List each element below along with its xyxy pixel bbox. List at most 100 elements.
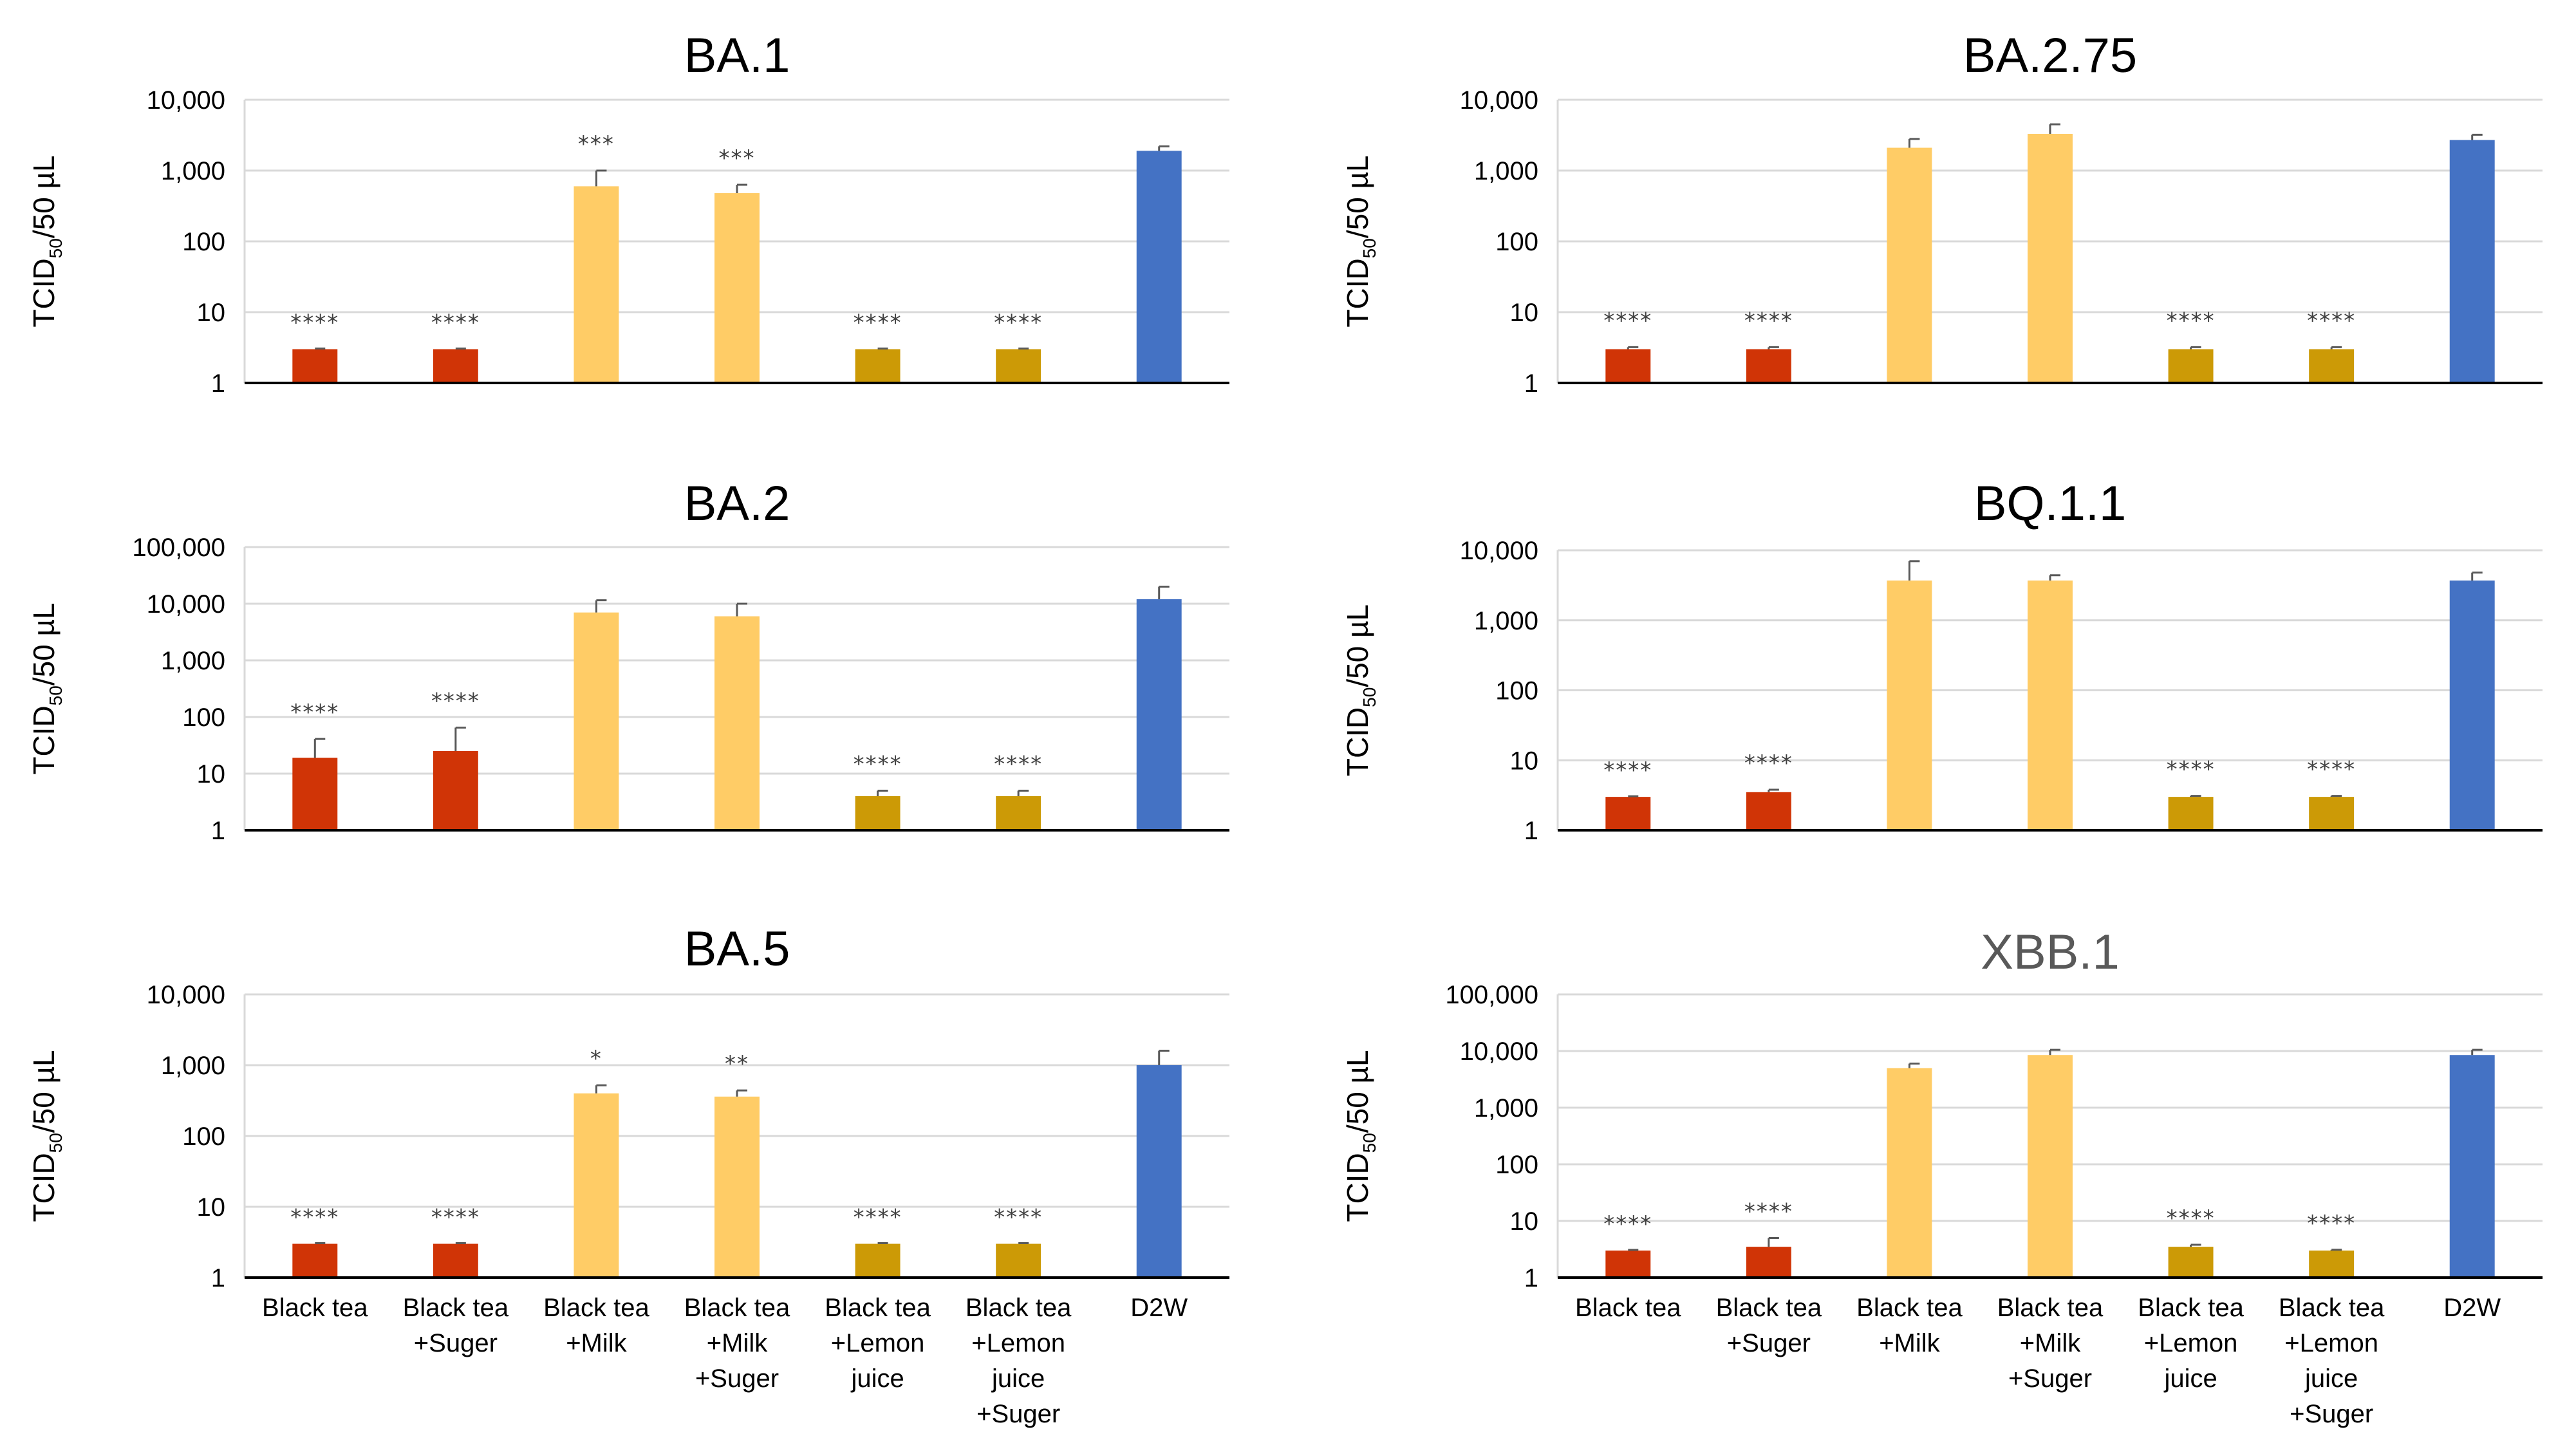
bar-6 xyxy=(996,1243,1041,1278)
significance-label: **** xyxy=(1744,750,1793,776)
x-tick-label: Black tea xyxy=(1997,1294,2104,1322)
y-tick-label: 1 xyxy=(211,1264,225,1292)
significance-label: *** xyxy=(719,145,756,171)
x-tick-label: juice xyxy=(850,1364,904,1393)
y-tick-label: 10,000 xyxy=(1460,86,1538,115)
bar-7 xyxy=(2449,580,2495,830)
bar-1 xyxy=(1605,797,1651,830)
x-tick-label: Black tea xyxy=(966,1294,1072,1322)
y-tick-label: 1 xyxy=(1524,369,1538,398)
bar-1 xyxy=(1605,349,1651,383)
bar-6 xyxy=(996,796,1041,830)
chart-panel-ba-2-75: BA.2.75 1 10 100 1,000 10,000 TCID50/50 µL ****… xyxy=(1341,28,2543,398)
x-tick-label: +Milk xyxy=(707,1329,768,1357)
bar-1 xyxy=(292,349,338,383)
bar-6 xyxy=(2309,1251,2355,1278)
bar-5 xyxy=(855,1243,901,1278)
bar-7 xyxy=(1136,1065,1182,1278)
bar-4 xyxy=(714,193,760,383)
x-tick-label: +Milk xyxy=(2020,1329,2081,1357)
bar-5 xyxy=(2168,349,2214,383)
bar-2 xyxy=(1746,1247,1791,1278)
significance-label: **** xyxy=(290,700,339,725)
y-tick-label: 10,000 xyxy=(147,981,225,1009)
significance-label: **** xyxy=(431,688,480,714)
significance-label: **** xyxy=(431,1205,480,1231)
x-tick-label: Black tea xyxy=(1856,1294,1963,1322)
x-tick-label: Black tea xyxy=(1575,1294,1681,1322)
y-tick-label: 10,000 xyxy=(147,590,225,619)
y-tick-label: 10 xyxy=(1510,299,1539,327)
y-tick-label: 1,000 xyxy=(161,1052,225,1080)
bar-3 xyxy=(1887,1068,1932,1278)
bar-5 xyxy=(855,796,901,830)
y-tick-label: 10,000 xyxy=(1460,537,1538,565)
y-tick-label: 1 xyxy=(1524,817,1538,845)
x-tick-label: juice xyxy=(2304,1364,2358,1393)
y-tick-label: 1,000 xyxy=(1474,157,1538,185)
y-tick-label: 100 xyxy=(182,1122,225,1151)
y-tick-label: 100 xyxy=(182,703,225,732)
y-tick-label: 1 xyxy=(1524,1264,1538,1292)
y-tick-label: 10,000 xyxy=(1460,1038,1538,1066)
x-tick-label: +Suger xyxy=(414,1329,498,1357)
y-tick-label: 1,000 xyxy=(161,157,225,185)
chart-title: BA.2.75 xyxy=(1963,28,2137,83)
y-axis-label: TCID50/50 µL xyxy=(27,155,66,327)
bar-1 xyxy=(292,758,338,830)
x-tick-label: Black tea xyxy=(543,1294,649,1322)
y-tick-label: 100 xyxy=(1495,677,1538,705)
significance-label: **** xyxy=(994,1205,1043,1231)
x-tick-label: Black tea xyxy=(825,1294,931,1322)
bar-6 xyxy=(2309,349,2355,383)
bar-2 xyxy=(433,349,478,383)
significance-label: **** xyxy=(2307,308,2356,333)
x-tick-label: +Milk xyxy=(566,1329,627,1357)
y-tick-label: 1,000 xyxy=(161,647,225,675)
chart-panel-bq-1-1: BQ.1.1 1 10 100 1,000 10,000 TCID50/50 µL **** *… xyxy=(1341,476,2543,845)
y-axis-label: TCID50/50 µL xyxy=(27,602,66,774)
y-axis-label: TCID50/50 µL xyxy=(1341,155,1379,327)
significance-label: **** xyxy=(431,310,480,336)
y-axis-label: TCID50/50 µL xyxy=(1341,604,1379,776)
bar-5 xyxy=(2168,797,2214,830)
significance-label: *** xyxy=(578,131,615,157)
chart-title: BA.1 xyxy=(684,28,790,83)
significance-label: **** xyxy=(1744,1198,1793,1224)
chart-title: BQ.1.1 xyxy=(1974,476,2127,531)
significance-label: **** xyxy=(1744,308,1793,333)
x-tick-label: D2W xyxy=(2443,1294,2501,1322)
bar-7 xyxy=(2449,140,2495,383)
y-tick-label: 10,000 xyxy=(147,86,225,115)
significance-label: **** xyxy=(290,310,339,336)
significance-label: **** xyxy=(854,751,902,777)
x-tick-label: +Suger xyxy=(695,1364,779,1393)
x-tick-label: D2W xyxy=(1130,1294,1188,1322)
significance-label: **** xyxy=(2167,308,2216,333)
x-tick-label: +Suger xyxy=(2290,1400,2373,1428)
y-axis-label: TCID50/50 µL xyxy=(1341,1050,1379,1222)
chart-title: BA.5 xyxy=(684,922,790,976)
bar-4 xyxy=(714,1096,760,1278)
significance-label: **** xyxy=(994,310,1043,336)
x-tick-label: +Lemon xyxy=(2144,1329,2238,1357)
y-tick-label: 10 xyxy=(1510,747,1539,775)
significance-label: ** xyxy=(725,1051,749,1077)
x-tick-label: +Lemon xyxy=(2284,1329,2378,1357)
x-tick-label: +Suger xyxy=(2008,1364,2092,1393)
bar-7 xyxy=(2449,1055,2495,1278)
x-tick-label: Black tea xyxy=(2279,1294,2385,1322)
x-tick-label: +Suger xyxy=(976,1400,1060,1428)
y-tick-label: 10 xyxy=(197,760,226,788)
chart-panel-xbb-1: XBB.1 1 10 100 1,000 10,000 100,000 TCID50/50 µ… xyxy=(1341,925,2543,1428)
y-tick-label: 10 xyxy=(197,299,226,327)
significance-label: **** xyxy=(1603,308,1652,333)
bar-6 xyxy=(996,349,1041,383)
x-tick-label: +Lemon xyxy=(831,1329,925,1357)
y-tick-label: 100 xyxy=(182,228,225,256)
chart-title: XBB.1 xyxy=(1981,925,2119,980)
y-tick-label: 100,000 xyxy=(132,534,225,562)
